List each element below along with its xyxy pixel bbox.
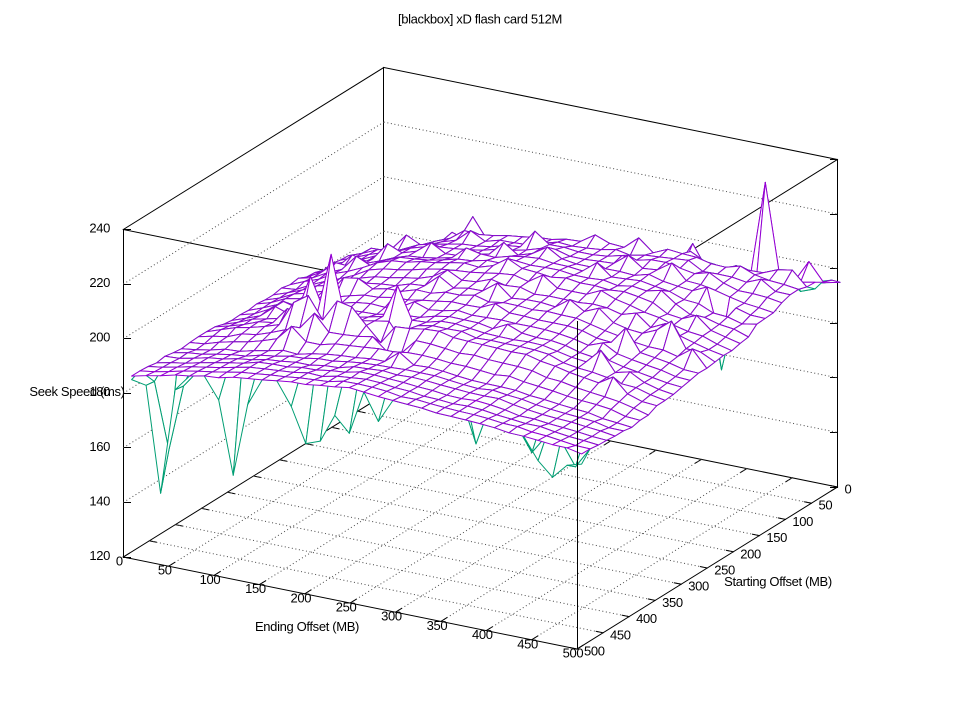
svg-text:300: 300 bbox=[381, 609, 402, 624]
svg-text:50: 50 bbox=[158, 563, 172, 578]
svg-text:100: 100 bbox=[792, 514, 813, 529]
svg-text:Ending Offset (MB): Ending Offset (MB) bbox=[255, 619, 359, 634]
svg-text:450: 450 bbox=[517, 636, 538, 651]
svg-text:450: 450 bbox=[610, 627, 631, 642]
svg-text:250: 250 bbox=[336, 600, 357, 615]
svg-text:120: 120 bbox=[89, 548, 110, 563]
svg-text:350: 350 bbox=[662, 595, 683, 610]
svg-text:300: 300 bbox=[688, 579, 709, 594]
svg-text:250: 250 bbox=[714, 563, 735, 578]
svg-text:160: 160 bbox=[89, 439, 110, 454]
svg-text:Starting Offset (MB): Starting Offset (MB) bbox=[724, 574, 832, 589]
svg-text:0: 0 bbox=[845, 482, 852, 497]
svg-text:220: 220 bbox=[89, 275, 110, 290]
svg-text:240: 240 bbox=[89, 221, 110, 236]
svg-text:350: 350 bbox=[427, 618, 448, 633]
svg-text:400: 400 bbox=[472, 627, 493, 642]
svg-text:140: 140 bbox=[89, 493, 110, 508]
svg-text:200: 200 bbox=[740, 546, 761, 561]
svg-text:200: 200 bbox=[89, 330, 110, 345]
svg-text:100: 100 bbox=[200, 572, 221, 587]
svg-text:150: 150 bbox=[245, 581, 266, 596]
svg-text:400: 400 bbox=[636, 611, 657, 626]
svg-text:[blackbox] xD flash card 512M: [blackbox] xD flash card 512M bbox=[398, 12, 562, 27]
svg-text:150: 150 bbox=[766, 530, 787, 545]
svg-text:Seek Speed (ms): Seek Speed (ms) bbox=[29, 384, 124, 399]
svg-text:0: 0 bbox=[116, 554, 123, 569]
svg-text:50: 50 bbox=[819, 498, 833, 513]
svg-text:500: 500 bbox=[584, 644, 605, 659]
svg-text:200: 200 bbox=[290, 590, 311, 605]
svg-text:500: 500 bbox=[563, 646, 584, 661]
svg-text:180: 180 bbox=[89, 384, 110, 399]
